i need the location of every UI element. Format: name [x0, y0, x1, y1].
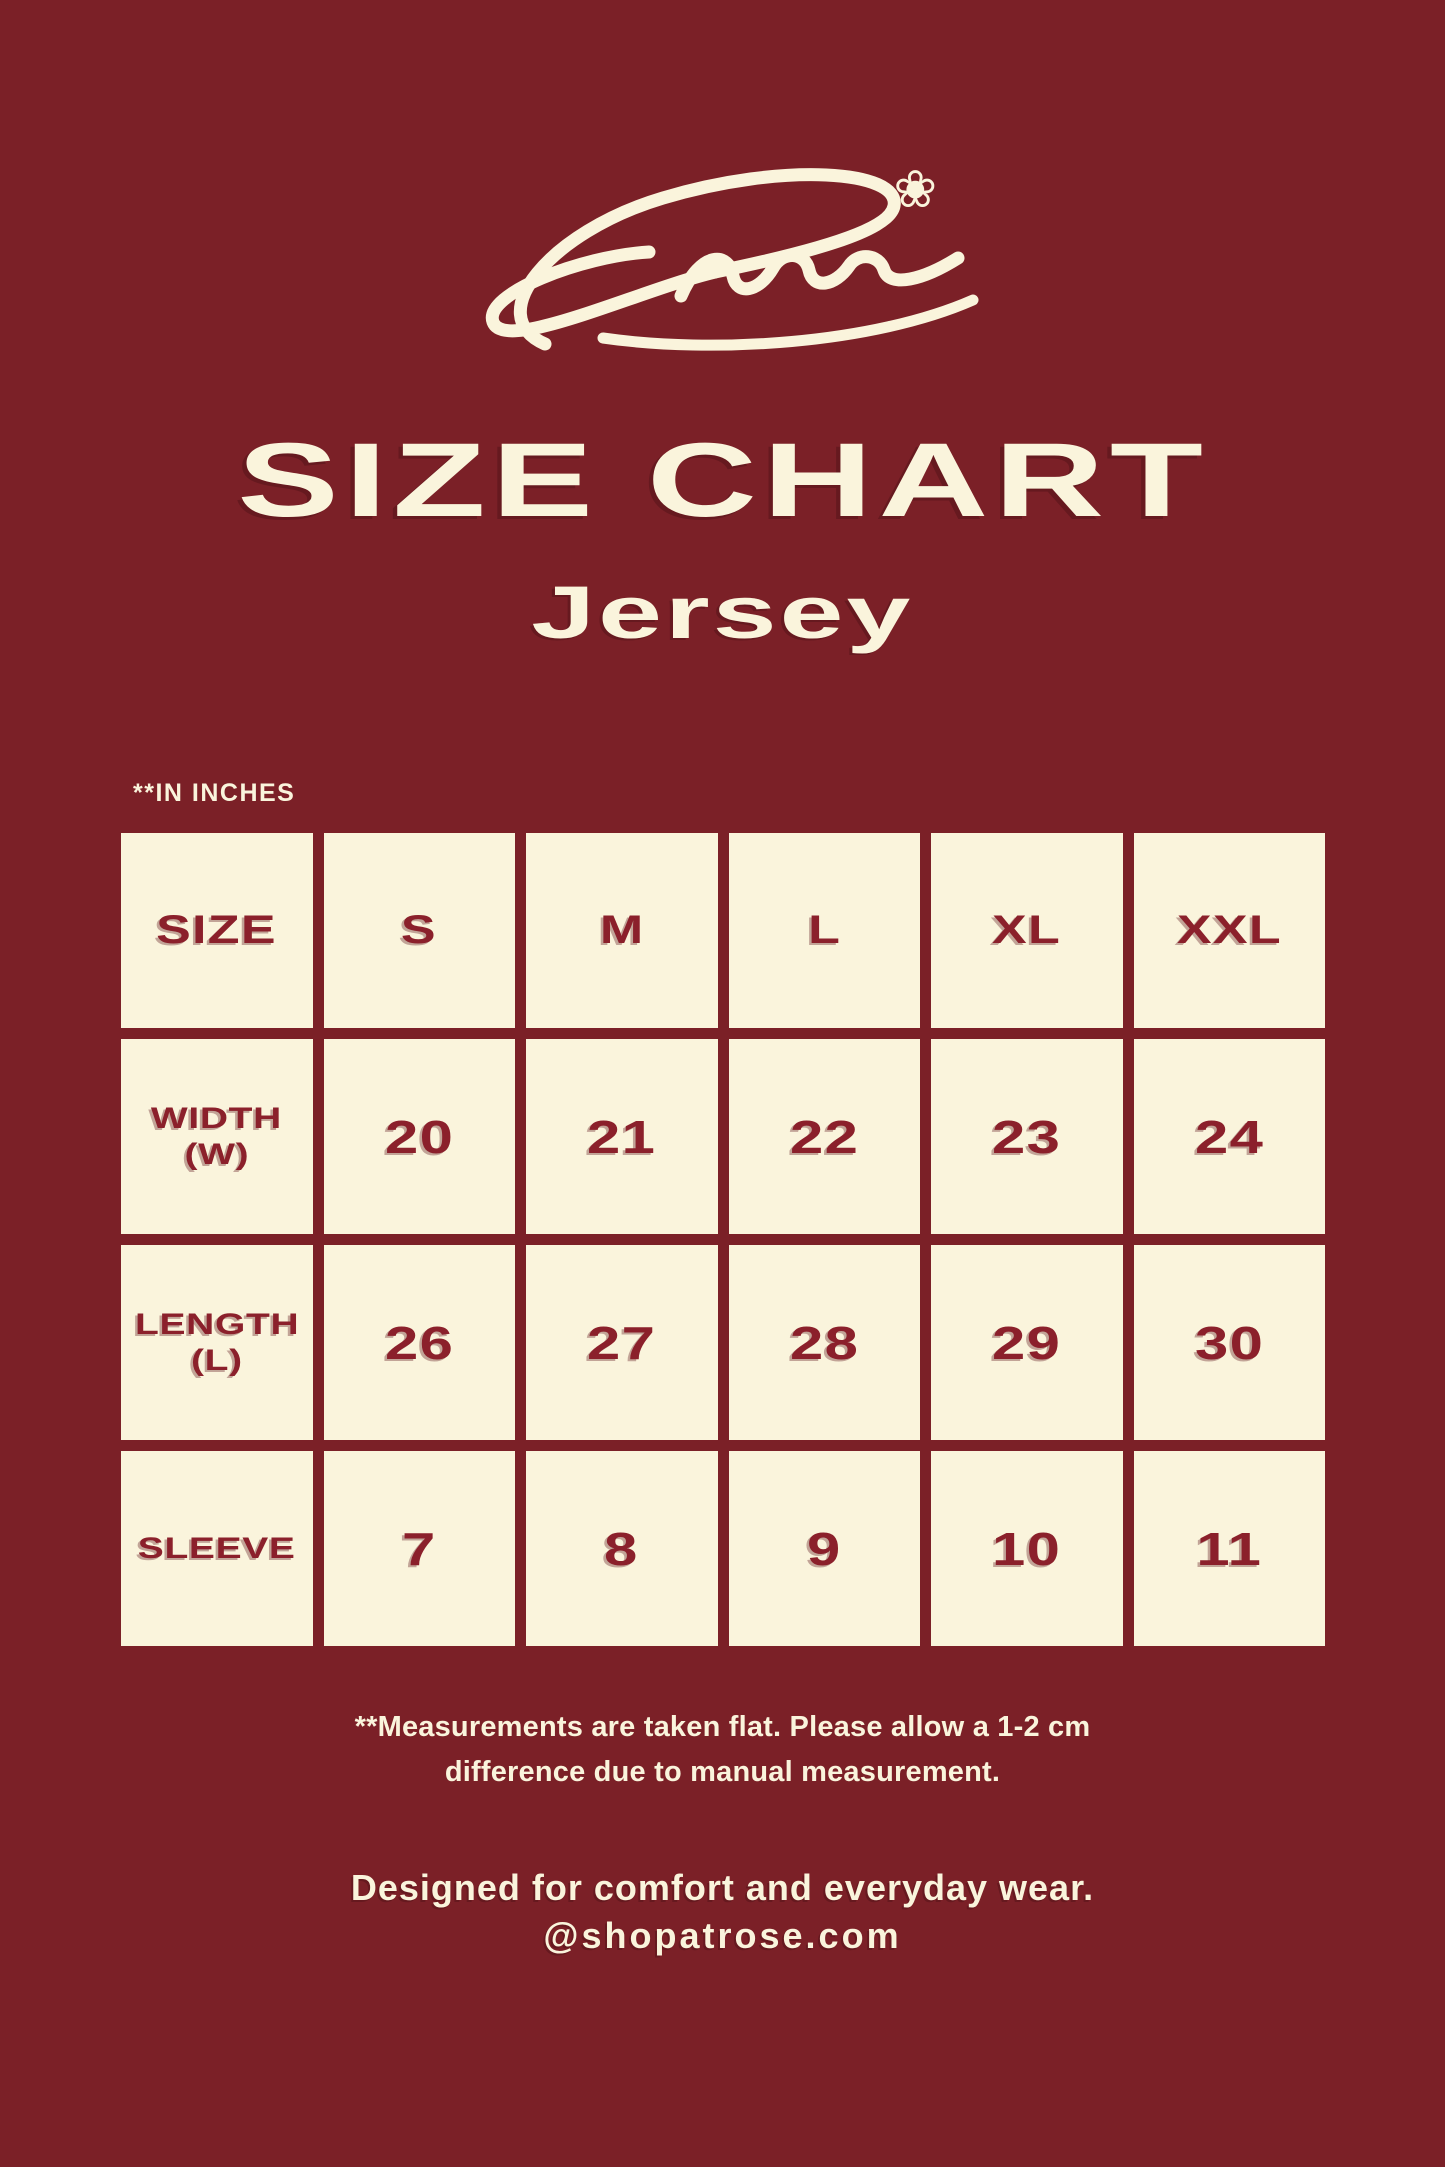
row-label: SLEEVE [137, 1531, 296, 1565]
table-header-cell-l: L [728, 833, 920, 1028]
table-cell-sleeve-m: 8 [526, 1451, 718, 1646]
rose-flower-icon: ❀ [893, 161, 938, 219]
cell-value: 27 [587, 1316, 657, 1369]
table-cell-length-m: 27 [526, 1245, 718, 1440]
cell-value: 10 [992, 1522, 1062, 1575]
page-subtitle: Jersey [0, 570, 1445, 655]
cell-value: 7 [401, 1522, 437, 1575]
column-header-label: XXL [1176, 908, 1282, 952]
table-cell-sleeve-xxl: 11 [1133, 1451, 1325, 1646]
column-header-label: S [401, 908, 438, 952]
cell-value: 26 [384, 1316, 454, 1369]
page-subtitle-text: Jersey [531, 571, 914, 654]
table-row-label-cell-length: LENGTH (L) [121, 1245, 313, 1440]
table-header-cell-xxl: XXL [1133, 833, 1325, 1028]
table-header-cell-size: SIZE [121, 833, 313, 1028]
table-cell-width-s: 20 [323, 1039, 515, 1234]
table-cell-sleeve-l: 9 [728, 1451, 920, 1646]
cell-value: 22 [789, 1110, 859, 1163]
table-cell-width-xxl: 24 [1133, 1039, 1325, 1234]
table-cell-width-l: 22 [728, 1039, 920, 1234]
table-row-label-cell-sleeve: SLEEVE [121, 1451, 313, 1646]
column-header-label: L [807, 908, 841, 952]
table-row-label-cell-width: WIDTH (W) [121, 1039, 313, 1234]
cell-value: 21 [587, 1110, 657, 1163]
table-cell-length-l: 28 [728, 1245, 920, 1440]
footer-handle: @shopatrose.com [543, 1915, 902, 1956]
column-header-label: M [599, 908, 645, 952]
table-cell-sleeve-s: 7 [323, 1451, 515, 1646]
rose-signature-logo [485, 168, 978, 351]
table-cell-width-m: 21 [526, 1039, 718, 1234]
table-cell-length-xxl: 30 [1133, 1245, 1325, 1440]
footer-tagline: Designed for comfort and everyday wear. [350, 1867, 1095, 1908]
page-title-text: SIZE CHART [236, 422, 1209, 539]
cell-value: 20 [384, 1110, 454, 1163]
page-title: SIZE CHART [0, 421, 1445, 541]
cell-value: 9 [806, 1522, 842, 1575]
cell-value: 30 [1194, 1316, 1264, 1369]
table-header-cell-m: M [526, 833, 718, 1028]
table-cell-length-xl: 29 [931, 1245, 1123, 1440]
cell-value: 29 [992, 1316, 1062, 1369]
row-label-sub: (L) [190, 1343, 243, 1377]
units-note: **IN INCHES [133, 779, 296, 807]
row-label-sub: (W) [184, 1137, 250, 1171]
brand-logo: ❀ [453, 148, 993, 373]
row-label: WIDTH [151, 1102, 283, 1136]
row-label: LENGTH [134, 1308, 299, 1342]
table-cell-width-xl: 23 [931, 1039, 1123, 1234]
table-header-cell-xl: XL [931, 833, 1123, 1028]
table-cell-sleeve-xl: 10 [931, 1451, 1123, 1646]
cell-value: 28 [789, 1316, 859, 1369]
cell-value: 8 [604, 1522, 640, 1575]
size-table: SIZE S M L XL XXL WIDTH (W) 20 21 22 [121, 833, 1325, 1646]
column-header-label: SIZE [156, 908, 278, 952]
cell-value: 23 [992, 1110, 1062, 1163]
measurement-footnote: **Measurements are taken flat. Please al… [354, 1711, 1091, 1788]
column-header-label: XL [992, 908, 1062, 952]
table-cell-length-s: 26 [323, 1245, 515, 1440]
table-header-cell-s: S [323, 833, 515, 1028]
cell-value: 24 [1194, 1110, 1264, 1163]
cell-value: 11 [1196, 1522, 1263, 1575]
